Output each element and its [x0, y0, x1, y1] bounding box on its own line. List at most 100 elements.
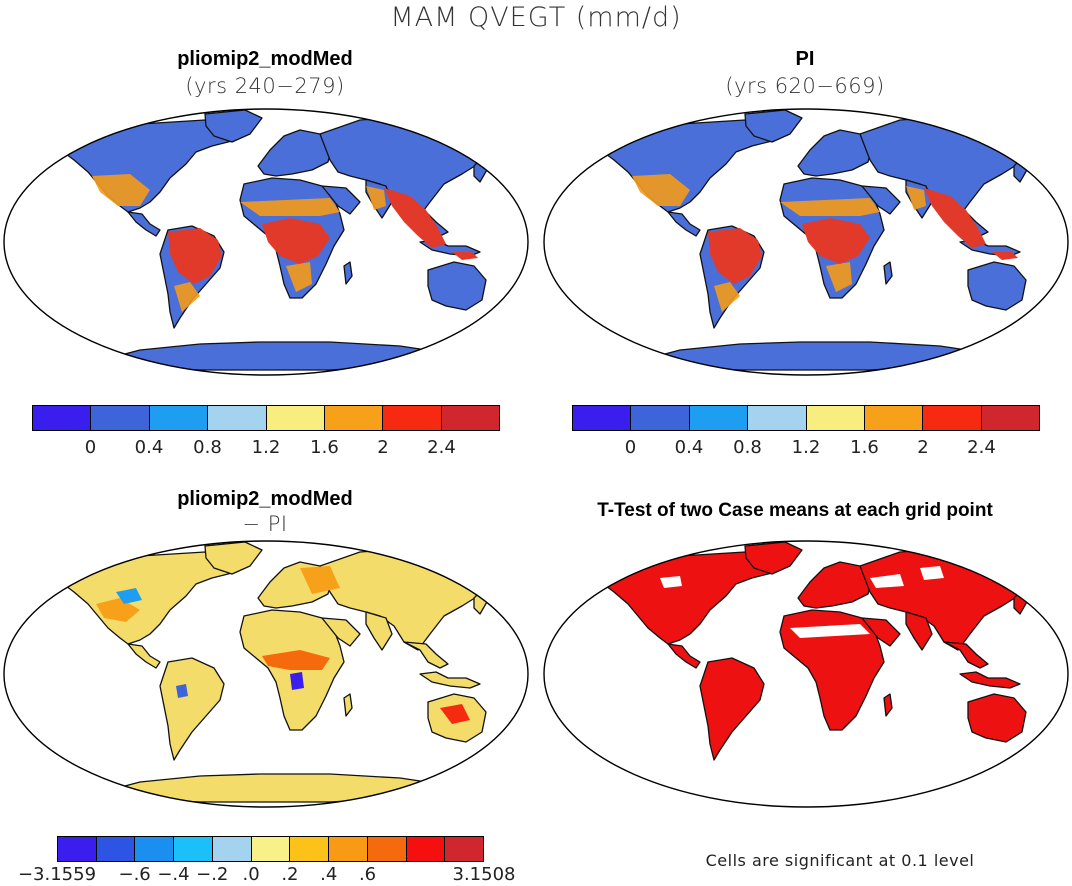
warm-region	[632, 174, 690, 206]
landmass-australia	[967, 693, 1027, 743]
landmass-newZealand	[503, 303, 515, 323]
landmass-arabia	[321, 185, 361, 215]
colorbar-swatch	[573, 406, 632, 430]
landmass-centralAmerica	[127, 643, 161, 669]
colorbar-tick-label: −.2	[196, 864, 229, 885]
colorbar-tick-label: −.6	[118, 864, 151, 885]
colorbar-swatch	[58, 837, 97, 861]
warm-region	[286, 262, 312, 292]
landmass-madagascar	[343, 693, 353, 717]
anomaly-region	[440, 704, 470, 724]
anomaly-region	[290, 672, 304, 690]
warm-region	[906, 186, 926, 210]
figure-title: MAM QVEGT (mm/d)	[390, 2, 682, 33]
colorbar-swatch	[806, 406, 865, 430]
panel-subtitle-top-left: (yrs 240−279)	[185, 74, 345, 98]
colorbar-tick-label: 2.4	[427, 437, 456, 458]
landmass-arabia	[321, 617, 361, 647]
colorbar-swatch	[383, 406, 442, 430]
colorbar-swatch	[689, 406, 749, 430]
colorbar-tick-label: 0	[624, 437, 637, 458]
colorbar-tick-label: 0.4	[134, 437, 164, 458]
high-transpiration-region	[168, 228, 222, 284]
colorbar-swatch	[290, 837, 330, 861]
landmass-newZealand	[1043, 303, 1055, 323]
landmass-southAmerica	[699, 657, 765, 761]
high-transpiration-region	[452, 252, 478, 260]
warm-region	[174, 282, 200, 312]
colorbar-tick-label: .4	[320, 864, 338, 885]
map-top-right	[543, 108, 1069, 376]
high-transpiration-region	[262, 218, 330, 264]
high-transpiration-region	[708, 228, 762, 284]
landmass-northAmerica	[597, 551, 777, 645]
landmass-centralAmerica	[127, 211, 161, 237]
colorbar-swatch	[406, 837, 446, 861]
colorbar-swatch	[91, 406, 150, 430]
warm-region	[714, 282, 740, 312]
landmass-indonesia	[419, 671, 481, 689]
landmass-northAmerica	[57, 551, 237, 645]
map-boundary	[543, 540, 1069, 808]
colorbar-tick-label: 2.4	[967, 437, 996, 458]
colorbar-swatch	[367, 837, 407, 861]
landmass-greenland	[204, 109, 263, 143]
colorbar-swatch	[981, 406, 1039, 430]
landmass-southAmerica	[159, 657, 225, 761]
panel-title-top-right: PI	[795, 48, 815, 70]
significance-note: Cells are significant at 0.1 level	[705, 851, 975, 870]
anomaly-region	[262, 650, 330, 670]
map-boundary	[3, 540, 529, 808]
colorbar-swatch	[441, 406, 499, 430]
anomaly-region	[96, 598, 140, 622]
colorbar-top-left-labels: 0 0.4 0.8 1.2 1.6 2 2.4	[32, 437, 500, 459]
landmass-antarctica	[109, 773, 441, 803]
colorbar-swatch	[923, 406, 982, 430]
colorbar-swatch	[329, 837, 368, 861]
colorbar-bottom-left-labels: −3.1559 −.6 −.4 −.2 .0 .2 .4 .6 3.1508	[18, 864, 516, 886]
landmass-greenland	[204, 541, 263, 575]
colorbar-tick-label: 0.4	[674, 437, 704, 458]
landmass-australia	[427, 261, 487, 311]
warm-region	[92, 174, 150, 206]
landmass-seAsia	[943, 641, 989, 669]
landmass-centralAmerica	[667, 643, 701, 669]
landmass-madagascar	[883, 693, 893, 717]
map-bottom-left	[3, 540, 529, 808]
landmass-northAmerica	[597, 119, 777, 213]
landmass-madagascar	[883, 261, 893, 285]
colorbar-swatch	[445, 837, 484, 861]
colorbar-swatch	[212, 837, 252, 861]
colorbar-tick-label: .2	[281, 864, 299, 885]
anomaly-region	[116, 588, 142, 604]
colorbar-top-right	[572, 405, 1040, 431]
colorbar-tick-label: 2	[377, 437, 389, 458]
high-transpiration-region	[384, 188, 446, 248]
warm-region	[780, 198, 880, 216]
landmass-newZealand	[503, 735, 515, 755]
colorbar-tick-label: 2	[917, 437, 929, 458]
colorbar-swatch	[324, 406, 384, 430]
landmass-arabia	[861, 185, 901, 215]
landmass-arabia	[861, 617, 901, 647]
colorbar-tick-label: −3.1559	[17, 864, 97, 885]
landmass-india	[365, 611, 393, 651]
colorbar-tick-label: 3.1508	[452, 864, 516, 885]
colorbar-swatch	[174, 837, 213, 861]
landmass-northAmerica	[57, 119, 237, 213]
colorbar-bottom-left	[57, 836, 484, 862]
warm-region	[240, 198, 340, 216]
panel-title-top-left: pliomip2_modMed	[177, 48, 353, 70]
colorbar-tick-label: 1.6	[310, 437, 339, 458]
colorbar-tick-label: .0	[242, 864, 260, 885]
colorbar-swatch	[149, 406, 209, 430]
landmass-greenland	[744, 541, 803, 575]
panel-subtitle-bottom-left: − PI	[242, 512, 288, 536]
colorbar-swatch	[33, 406, 92, 430]
colorbar-tick-label: 0	[84, 437, 97, 458]
colorbar-swatch	[864, 406, 924, 430]
landmass-seAsia	[403, 641, 449, 669]
insignificant-region	[660, 576, 682, 588]
landmass-madagascar	[343, 261, 353, 285]
map-top-left	[3, 108, 529, 376]
